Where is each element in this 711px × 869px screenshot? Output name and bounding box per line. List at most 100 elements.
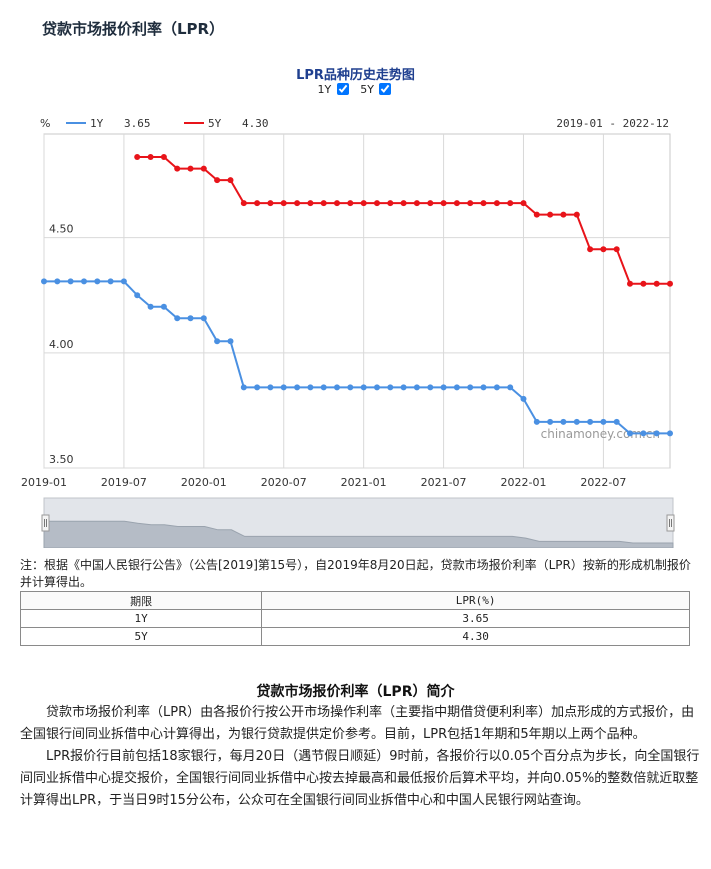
data-point-5y[interactable] (400, 200, 407, 207)
data-point-1y[interactable] (374, 384, 380, 391)
data-point-1y[interactable] (320, 384, 327, 391)
navigator-left-handle[interactable] (41, 514, 50, 532)
data-point-5y[interactable] (427, 200, 434, 207)
data-point-5y[interactable] (413, 200, 420, 207)
data-point-5y[interactable] (453, 200, 460, 207)
data-point-5y[interactable] (227, 177, 234, 184)
data-point-5y[interactable] (254, 200, 261, 207)
data-point-1y[interactable] (480, 384, 487, 391)
navigator-right-handle[interactable] (666, 514, 675, 532)
data-point-5y[interactable] (653, 280, 660, 287)
data-point-5y[interactable] (160, 154, 167, 160)
data-point-5y[interactable] (627, 280, 633, 287)
data-point-5y[interactable] (147, 154, 154, 160)
toggle-1y-checkbox[interactable] (336, 83, 349, 95)
data-point-1y[interactable] (600, 418, 607, 425)
data-point-1y[interactable] (573, 418, 580, 425)
data-point-1y[interactable] (160, 303, 167, 310)
data-point-5y[interactable] (613, 246, 620, 253)
data-point-1y[interactable] (360, 384, 367, 391)
data-point-1y[interactable] (560, 418, 567, 425)
data-point-1y[interactable] (440, 384, 447, 391)
range-navigator[interactable] (41, 497, 675, 548)
toggle-1y[interactable]: 1Y (318, 83, 355, 96)
data-point-1y[interactable] (613, 418, 620, 425)
data-point-5y[interactable] (493, 200, 500, 207)
toggle-5y-checkbox[interactable] (379, 83, 392, 95)
data-point-1y[interactable] (400, 384, 407, 391)
data-point-1y[interactable] (120, 278, 127, 285)
data-point-1y[interactable] (280, 384, 287, 391)
x-tick-label: 2021-07 (421, 476, 467, 489)
data-point-1y[interactable] (67, 278, 74, 285)
data-point-1y[interactable] (187, 315, 194, 322)
data-point-5y[interactable] (134, 154, 141, 160)
data-point-1y[interactable] (240, 384, 247, 391)
data-point-1y[interactable] (453, 384, 460, 391)
legend-5y[interactable]: 5Y 4.30 (184, 117, 269, 130)
data-point-1y[interactable] (427, 384, 434, 391)
data-point-5y[interactable] (280, 200, 287, 207)
data-point-5y[interactable] (174, 165, 181, 172)
data-point-5y[interactable] (267, 200, 274, 207)
data-point-1y[interactable] (54, 278, 61, 285)
data-point-1y[interactable] (467, 384, 474, 391)
data-point-5y[interactable] (187, 165, 194, 172)
data-point-5y[interactable] (507, 200, 514, 207)
data-point-1y[interactable] (307, 384, 314, 391)
data-point-1y[interactable] (294, 384, 301, 391)
data-point-1y[interactable] (587, 418, 594, 425)
data-point-1y[interactable] (254, 384, 261, 391)
toggle-5y[interactable]: 5Y (360, 83, 393, 96)
data-point-1y[interactable] (347, 384, 354, 391)
data-point-5y[interactable] (480, 200, 487, 207)
lpr-line-chart[interactable]: % 2019-01 - 2022-12 1Y 3.65 5Y 4.30 4.50… (0, 108, 711, 548)
data-point-5y[interactable] (200, 165, 207, 172)
data-point-5y[interactable] (320, 200, 327, 207)
data-point-1y[interactable] (547, 418, 554, 425)
data-point-5y[interactable] (547, 211, 554, 218)
data-point-1y[interactable] (41, 278, 47, 285)
data-point-1y[interactable] (267, 384, 274, 391)
data-point-1y[interactable] (387, 384, 394, 391)
data-point-1y[interactable] (413, 384, 420, 391)
data-point-1y[interactable] (81, 278, 87, 285)
data-point-1y[interactable] (507, 384, 514, 391)
data-point-5y[interactable] (533, 211, 540, 218)
data-point-1y[interactable] (640, 430, 647, 437)
data-point-5y[interactable] (214, 177, 221, 184)
data-point-1y[interactable] (214, 338, 221, 345)
data-point-1y[interactable] (334, 384, 340, 391)
data-point-5y[interactable] (640, 280, 647, 287)
data-point-1y[interactable] (94, 278, 101, 285)
data-point-5y[interactable] (374, 200, 380, 207)
data-point-5y[interactable] (294, 200, 301, 207)
data-point-5y[interactable] (560, 211, 567, 218)
data-point-5y[interactable] (520, 200, 527, 207)
data-point-5y[interactable] (467, 200, 474, 207)
data-point-1y[interactable] (107, 278, 114, 285)
data-point-5y[interactable] (347, 200, 354, 207)
data-point-1y[interactable] (227, 338, 234, 345)
data-point-1y[interactable] (147, 303, 154, 310)
data-point-5y[interactable] (240, 200, 247, 207)
data-point-1y[interactable] (174, 315, 181, 322)
legend-1y[interactable]: 1Y 3.65 (66, 117, 151, 130)
data-point-5y[interactable] (360, 200, 367, 207)
data-point-1y[interactable] (493, 384, 500, 391)
data-point-5y[interactable] (334, 200, 340, 207)
data-point-5y[interactable] (307, 200, 314, 207)
data-point-5y[interactable] (440, 200, 447, 207)
data-point-5y[interactable] (667, 280, 673, 287)
data-point-1y[interactable] (653, 430, 660, 437)
data-point-1y[interactable] (200, 315, 207, 322)
data-point-5y[interactable] (573, 211, 580, 218)
data-point-5y[interactable] (600, 246, 607, 253)
data-point-1y[interactable] (134, 292, 141, 299)
data-point-1y[interactable] (533, 418, 540, 425)
data-point-5y[interactable] (587, 246, 594, 253)
data-point-1y[interactable] (667, 430, 673, 437)
data-point-1y[interactable] (520, 395, 527, 402)
data-point-5y[interactable] (387, 200, 394, 207)
data-point-1y[interactable] (627, 430, 633, 437)
